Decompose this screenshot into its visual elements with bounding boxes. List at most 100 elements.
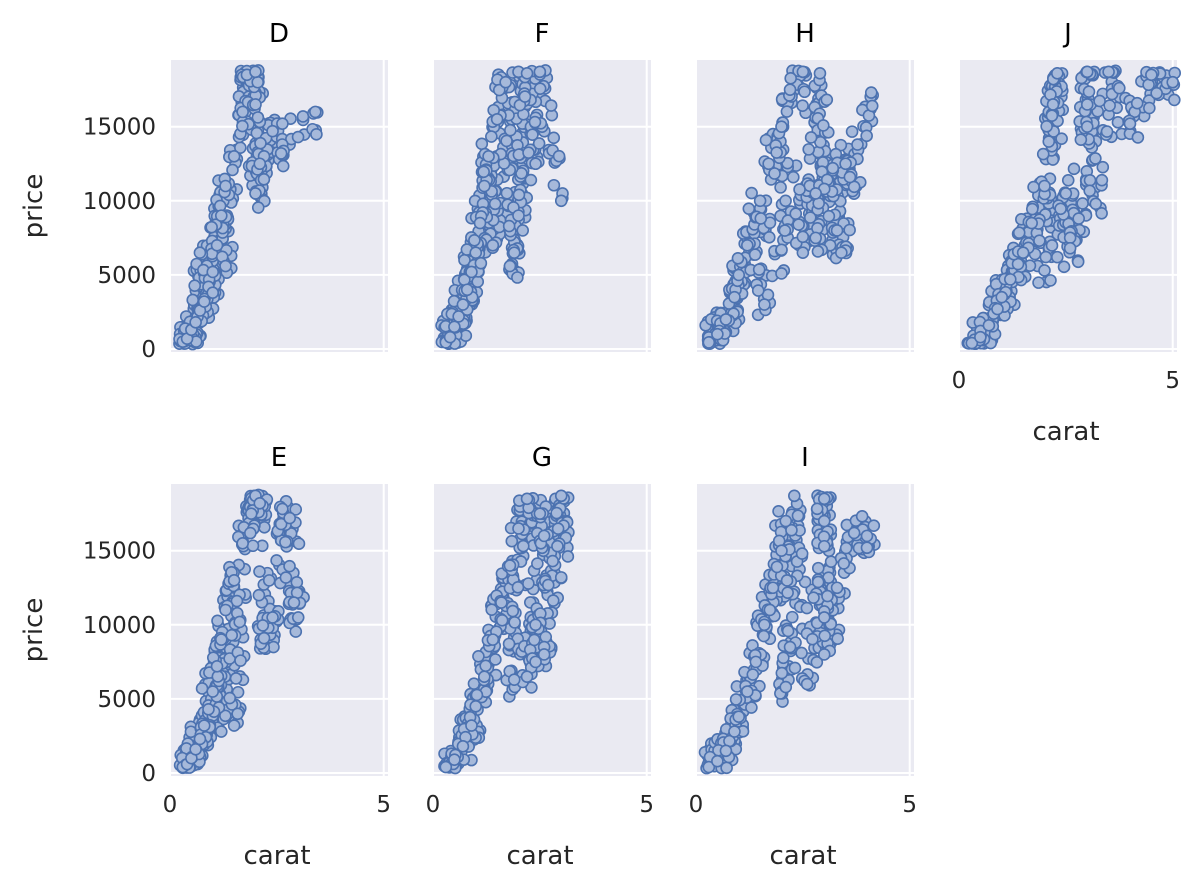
scatter-point (309, 105, 322, 119)
scatter-point (751, 284, 765, 297)
scatter-point (864, 86, 878, 99)
scatter-point (477, 179, 491, 193)
y-tick-label: 10000 (83, 189, 156, 215)
scatter-point (817, 611, 831, 624)
scatter-point (507, 246, 521, 259)
scatter-point (511, 271, 524, 284)
scatter-point (246, 539, 260, 553)
scatter-point (276, 117, 289, 130)
scatter-point (251, 201, 265, 214)
scatter-point (219, 259, 232, 273)
y-tick-label: 0 (141, 761, 156, 787)
scatter-point (554, 194, 568, 208)
scatter-point (193, 732, 207, 746)
scatter-point (1168, 93, 1181, 107)
scatter-point (830, 581, 844, 595)
scatter-point (785, 610, 799, 624)
scatter-point (826, 161, 840, 175)
scatter-point (251, 111, 265, 124)
scatter-point (731, 252, 745, 265)
scatter-point (774, 181, 787, 194)
scatter-point (1111, 116, 1125, 129)
scatter-point (789, 207, 803, 221)
scatter-point (223, 691, 237, 705)
scatter-point (766, 581, 780, 595)
scatter-point (516, 224, 530, 237)
scatter-point (807, 591, 820, 604)
scatter-point (775, 120, 788, 134)
facet-title: J (1062, 19, 1072, 49)
scatter-point (821, 589, 834, 603)
scatter-point (839, 157, 852, 171)
scatter-point (810, 655, 824, 669)
scatter-point (788, 661, 802, 675)
scatter-point (974, 330, 987, 344)
scatter-point (512, 188, 526, 202)
scatter-point (1100, 125, 1114, 138)
scatter-point (795, 547, 809, 560)
scatter-point (1072, 212, 1085, 225)
scatter-point (486, 633, 500, 646)
scatter-point (1027, 180, 1040, 194)
scatter-point (266, 124, 279, 138)
scatter-point (1095, 173, 1109, 187)
scatter-point (1038, 179, 1051, 193)
scatter-point (287, 596, 301, 609)
scatter-point (783, 83, 797, 96)
scatter-point (249, 187, 262, 200)
scatter-point (817, 492, 831, 506)
scatter-point (822, 209, 836, 223)
scatter-point (448, 753, 461, 766)
scatter-points (173, 488, 310, 775)
scatter-point (197, 719, 211, 732)
scatter-point (1080, 120, 1094, 134)
scatter-point (195, 682, 209, 695)
scatter-point (202, 702, 215, 716)
scatter-point (1150, 86, 1163, 100)
scatter-point (503, 259, 517, 273)
facet-title: H (795, 19, 815, 49)
scatter-point (793, 183, 806, 196)
scatter-point (253, 496, 267, 510)
scatter-point (1093, 94, 1106, 108)
scatter-point (762, 231, 776, 244)
scatter-point (1063, 241, 1077, 255)
scatter-point (785, 523, 798, 537)
scatter-point (219, 709, 232, 723)
scatter-point (1071, 255, 1085, 269)
scatter-point (800, 601, 814, 615)
scatter-point (456, 298, 470, 311)
scatter-point (522, 577, 535, 590)
scatter-point (1166, 75, 1180, 89)
scatter-point (251, 75, 265, 89)
scatter-point (742, 202, 756, 215)
scatter-point (749, 655, 763, 669)
scatter-points (435, 64, 569, 351)
facet-title: D (269, 19, 289, 49)
scatter-point (533, 82, 547, 95)
scatter-point (802, 143, 815, 156)
scatter-point (527, 633, 541, 647)
scatter-point (1040, 120, 1053, 133)
scatter-point (533, 65, 547, 79)
scatter-point (1051, 250, 1064, 264)
scatter-point (214, 725, 228, 738)
scatter-point (270, 554, 283, 567)
scatter-point (752, 263, 766, 276)
scatter-point (279, 571, 293, 584)
scatter-point (561, 550, 575, 563)
scatter-point (1039, 250, 1053, 264)
scatter-point (1025, 216, 1038, 230)
scatter-point (1083, 184, 1097, 198)
scatter-point (283, 559, 296, 573)
scatter-points (699, 64, 880, 350)
scatter-point (522, 146, 535, 159)
scatter-point (550, 506, 563, 520)
scatter-point (1063, 231, 1077, 245)
scatter-point (227, 719, 241, 732)
scatter-point (544, 99, 558, 112)
scatter-point (252, 588, 266, 602)
scatter-point (289, 625, 303, 638)
scatter-point (229, 672, 243, 685)
scatter-point (465, 719, 478, 732)
